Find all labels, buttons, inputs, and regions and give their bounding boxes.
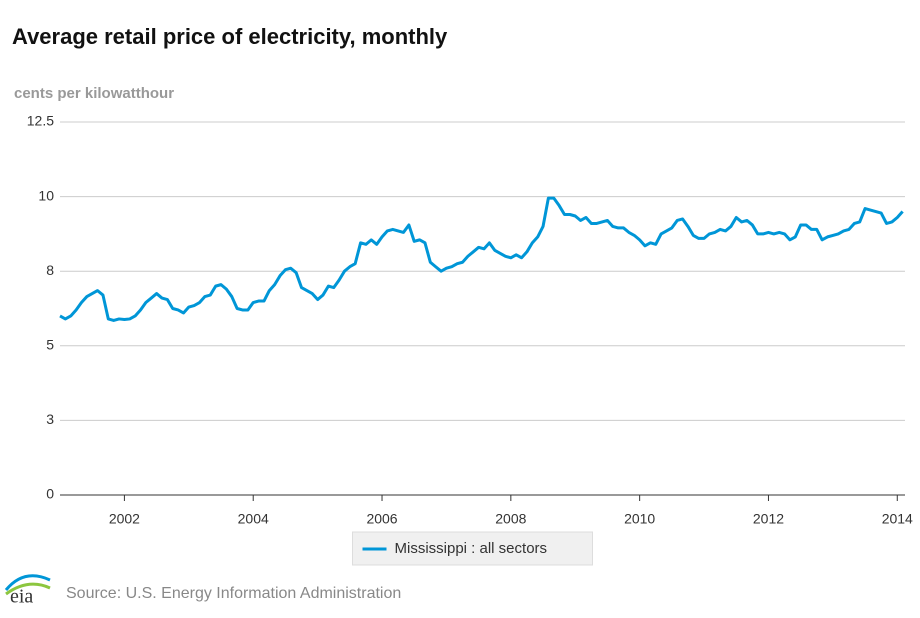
x-tick-label: 2004 <box>238 511 269 527</box>
x-tick-label: 2006 <box>366 511 397 527</box>
y-tick-label: 5 <box>46 337 54 353</box>
chart-title: Average retail price of electricity, mon… <box>12 24 448 49</box>
y-tick-label: 12.5 <box>27 113 54 129</box>
data-line <box>59 196 904 322</box>
svg-text:eia: eia <box>10 586 33 608</box>
x-tick-label: 2014 <box>882 511 913 527</box>
y-tick-label: 8 <box>46 262 54 278</box>
x-tick-label: 2008 <box>495 511 526 527</box>
y-tick-label: 10 <box>38 187 54 203</box>
eia-logo: eia <box>4 574 51 608</box>
source: Source: U.S. Energy Information Administ… <box>66 585 401 602</box>
legend-label: Mississippi : all sectors <box>395 540 548 557</box>
x-tick-label: 2002 <box>109 511 140 527</box>
x-tick-label: 2012 <box>753 511 784 527</box>
legend-box <box>352 531 593 566</box>
y-tick-label: 3 <box>46 411 54 427</box>
y-tick-label: 0 <box>46 486 54 502</box>
x-tick-label: 2010 <box>624 511 655 527</box>
y-axis-label: cents per kilowatthour <box>14 85 174 102</box>
legend: Mississippi : all sectors <box>352 531 593 566</box>
